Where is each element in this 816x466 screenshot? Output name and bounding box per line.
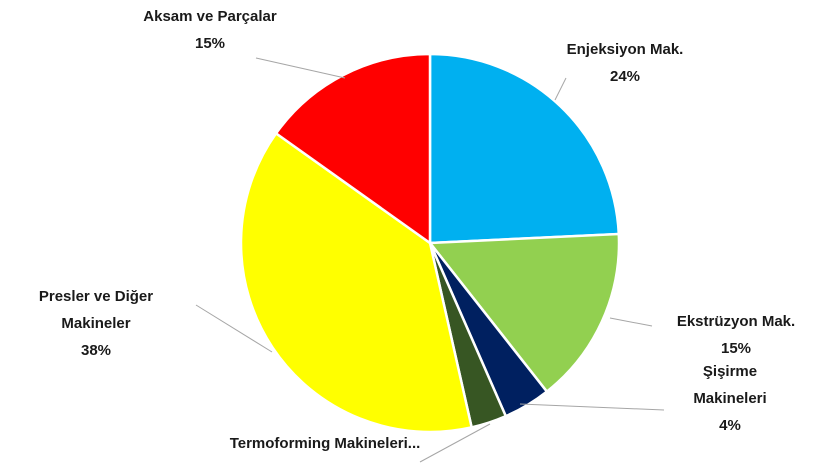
- leader-line: [609, 317, 653, 327]
- slice-value-label: 24%: [609, 68, 641, 85]
- slice-label: Aksam ve Parçalar: [143, 8, 277, 25]
- slice-label: Şişirme Makineleri: [693, 363, 767, 407]
- slice-label: Enjeksiyon Mak.: [566, 41, 684, 58]
- leader-line: [195, 304, 273, 353]
- slice-label: Termoforming Makineleri...: [229, 435, 421, 452]
- pie-slice: [428, 52, 621, 245]
- leader-line: [519, 403, 665, 411]
- slice-label: Presler ve Diğer Makineler: [38, 288, 154, 332]
- leader-line: [255, 57, 346, 79]
- slice-value-label: 15%: [720, 340, 752, 357]
- slice-value-label: 38%: [80, 342, 112, 359]
- leader-line: [419, 423, 491, 463]
- slice-value-label: 4%: [719, 417, 741, 434]
- pie-slice: [274, 52, 432, 246]
- pie-slice: [427, 232, 621, 394]
- slice-label: Ekstrüzyon Mak.: [676, 313, 796, 330]
- slice-value-label: 15%: [194, 35, 226, 52]
- pie-slice: [239, 131, 474, 434]
- leader-line: [554, 77, 567, 101]
